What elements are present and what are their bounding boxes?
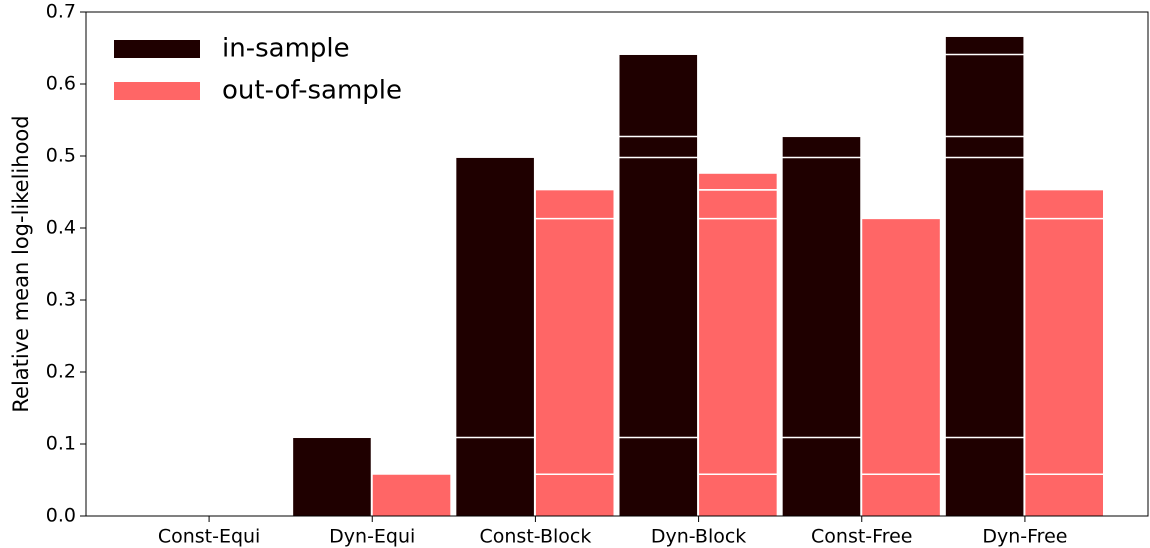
x-tick-label: Dyn-Equi <box>329 526 415 548</box>
legend-label: in-sample <box>222 34 350 64</box>
y-axis-label: Relative mean log-likelihood <box>9 115 33 412</box>
legend-swatch <box>114 82 200 100</box>
bar <box>1024 189 1104 517</box>
x-tick-label: Const-Block <box>479 526 591 548</box>
legend-swatch <box>114 40 200 58</box>
x-tick-label: Const-Equi <box>158 526 261 548</box>
y-tick-label: 0.1 <box>46 433 76 455</box>
plot-frame <box>85 11 1149 517</box>
y-tick-label: 0.3 <box>46 289 76 311</box>
bar <box>618 53 699 517</box>
y-tick-label: 0.2 <box>46 361 76 383</box>
bar <box>944 35 1025 517</box>
legend-label: out-of-sample <box>222 76 402 106</box>
x-tick-label: Const-Free <box>811 526 912 548</box>
bar <box>534 189 615 517</box>
bar <box>455 156 535 517</box>
x-tick-label: Dyn-Block <box>651 526 746 548</box>
y-tick-label: 0.6 <box>46 73 76 95</box>
y-tick-label: 0.7 <box>46 1 76 23</box>
bar <box>292 437 372 517</box>
y-tick-label: 0.0 <box>46 505 76 527</box>
y-tick-label: 0.5 <box>46 145 76 167</box>
bar <box>861 218 941 517</box>
bar <box>371 473 452 517</box>
y-tick-label: 0.4 <box>46 217 76 239</box>
bar <box>781 136 862 517</box>
x-tick-label: Dyn-Free <box>982 526 1067 548</box>
bar <box>698 172 778 517</box>
